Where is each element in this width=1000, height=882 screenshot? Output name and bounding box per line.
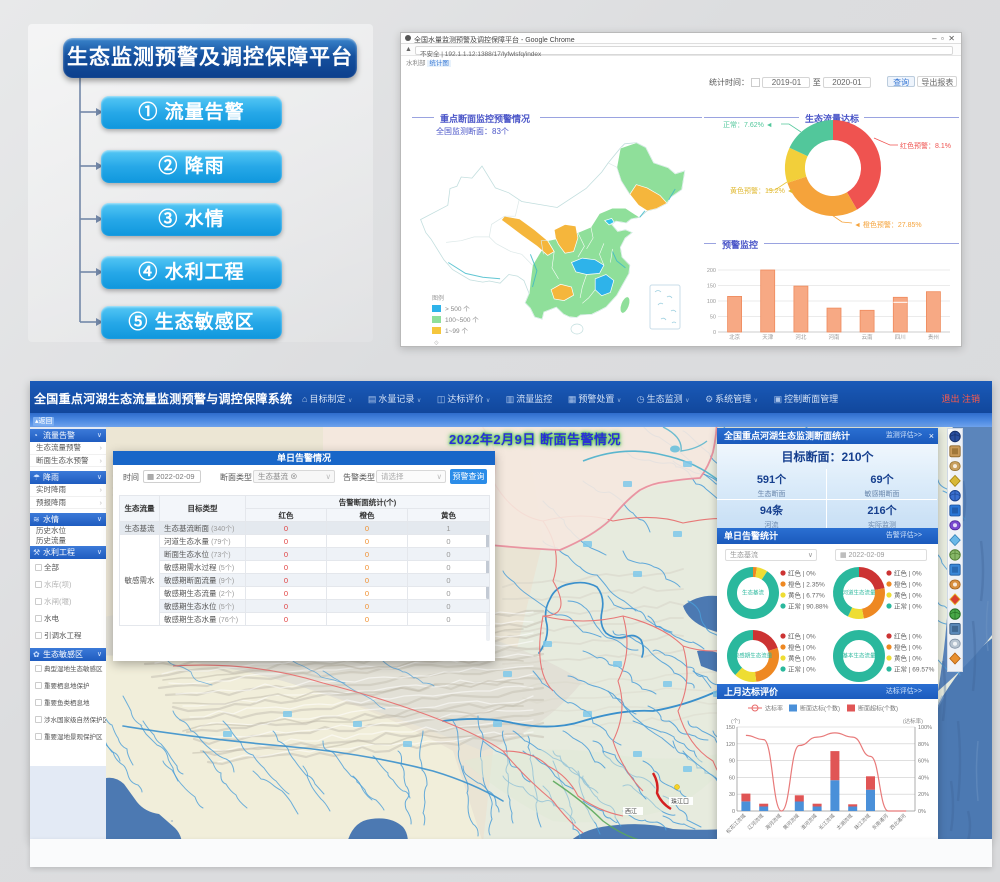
svg-text:辽河流域: 辽河流域	[746, 812, 765, 831]
svg-text:东南诸河: 东南诸河	[871, 812, 890, 831]
svg-text:橙色 | 2.35%: 橙色 | 2.35%	[788, 580, 825, 589]
svg-text:橙色 | 0%: 橙色 | 0%	[894, 580, 922, 589]
svg-text:20%: 20%	[918, 792, 929, 798]
svg-text:长江流域: 长江流域	[817, 812, 836, 831]
svg-text:河北: 河北	[795, 333, 807, 341]
svg-text:80%: 80%	[918, 742, 929, 748]
svg-text:50: 50	[710, 315, 716, 321]
svg-text:40%: 40%	[918, 775, 929, 781]
svg-text:> 500 个: > 500 个	[445, 305, 470, 313]
svg-text:正常 | 90.88%: 正常 | 90.88%	[788, 602, 829, 611]
svg-text:◄ 橙色预警：27.85%: ◄ 橙色预警：27.85%	[854, 220, 922, 229]
svg-text:60: 60	[729, 775, 735, 781]
svg-text:150: 150	[707, 284, 716, 290]
svg-text:西江: 西江	[625, 809, 637, 816]
svg-text:100~500 个: 100~500 个	[445, 316, 479, 324]
svg-text:60%: 60%	[918, 759, 929, 765]
svg-text:(达标率): (达标率)	[903, 717, 923, 725]
svg-text:黄色 | 0%: 黄色 | 0%	[894, 591, 922, 600]
svg-text:正常 | 0%: 正常 | 0%	[788, 665, 816, 674]
svg-text:断面达标(个数): 断面达标(个数)	[800, 705, 840, 713]
svg-text:贵州: 贵州	[928, 333, 939, 341]
svg-text:100%: 100%	[918, 725, 932, 731]
svg-text:1~99 个: 1~99 个	[445, 327, 468, 335]
svg-text:生态基流: 生态基流	[742, 589, 765, 597]
svg-text:断面超标(个数): 断面超标(个数)	[858, 705, 898, 713]
svg-text:正常 | 0%: 正常 | 0%	[894, 602, 922, 611]
svg-text:红色预警：8.1%: 红色预警：8.1%	[900, 141, 951, 150]
svg-text:河道生态流量: 河道生态流量	[842, 589, 876, 597]
svg-text:150: 150	[726, 725, 735, 731]
svg-text:基本生态流量: 基本生态流量	[842, 652, 876, 660]
svg-text:天津: 天津	[762, 334, 774, 341]
svg-text:红色 | 0%: 红色 | 0%	[894, 569, 922, 578]
svg-text:100: 100	[707, 299, 716, 305]
svg-text:河南: 河南	[828, 333, 840, 341]
svg-text:30: 30	[729, 792, 735, 798]
svg-text:黄河流域: 黄河流域	[782, 812, 801, 831]
svg-text:橙色 | 0%: 橙色 | 0%	[894, 643, 922, 652]
svg-text:红色 | 0%: 红色 | 0%	[788, 632, 816, 641]
svg-text:北京: 北京	[729, 333, 741, 341]
svg-text:太湖流域: 太湖流域	[835, 812, 854, 831]
svg-text:橙色 | 0%: 橙色 | 0%	[788, 643, 816, 652]
svg-text:珠江流域: 珠江流域	[853, 812, 872, 831]
svg-text:黄色 | 0%: 黄色 | 0%	[788, 654, 816, 663]
svg-text:海河流域: 海河流域	[764, 812, 783, 831]
svg-text:四川: 四川	[895, 334, 906, 341]
svg-text:0: 0	[713, 330, 716, 336]
svg-text:图例: 图例	[432, 294, 444, 302]
svg-text:0%: 0%	[918, 809, 926, 815]
svg-text:⟐: ⟐	[434, 340, 439, 347]
svg-text:敏感期生态流量: 敏感期生态流量	[734, 652, 773, 660]
svg-text:红色 | 0%: 红色 | 0%	[894, 632, 922, 641]
svg-text:珠江口: 珠江口	[671, 798, 689, 806]
svg-text:达标率: 达标率	[765, 705, 783, 713]
svg-text:120: 120	[726, 742, 735, 748]
svg-text:黄色 | 0%: 黄色 | 0%	[894, 654, 922, 663]
svg-text:0: 0	[732, 809, 735, 815]
svg-text:西北诸河: 西北诸河	[888, 812, 907, 831]
svg-text:黄色 | 6.77%: 黄色 | 6.77%	[788, 591, 825, 600]
svg-text:正常 | 69.57%: 正常 | 69.57%	[894, 665, 935, 674]
svg-text:90: 90	[729, 759, 735, 765]
svg-text:黄色预警：19.2% ◄: 黄色预警：19.2% ◄	[730, 186, 794, 195]
svg-text:云南: 云南	[862, 333, 874, 341]
svg-text:(个): (个)	[731, 718, 740, 725]
svg-text:红色 | 0%: 红色 | 0%	[788, 569, 816, 578]
svg-text:松花江流域: 松花江流域	[725, 812, 748, 835]
svg-text:200: 200	[707, 268, 716, 274]
svg-text:正常：7.62% ◄: 正常：7.62% ◄	[723, 120, 773, 129]
svg-text:淮河流域: 淮河流域	[799, 812, 818, 831]
